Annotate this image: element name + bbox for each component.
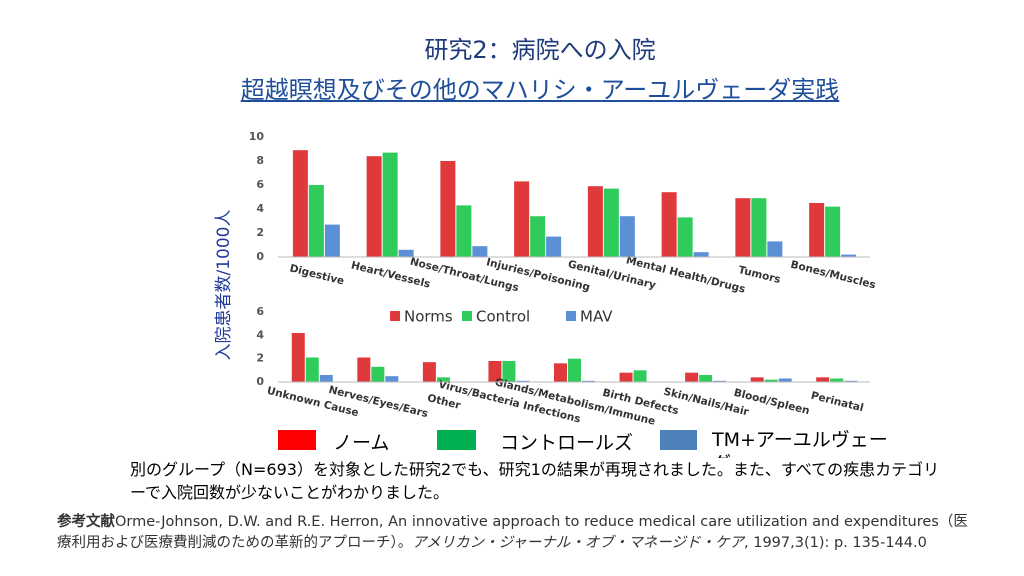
bar [713, 380, 727, 382]
y-tick-label: 4 [256, 202, 264, 215]
bar [357, 357, 371, 382]
y-axis-label: 入院患者数/1000人 [214, 210, 234, 361]
bar [582, 380, 595, 382]
bar [568, 358, 581, 382]
bar [472, 246, 488, 257]
bar [324, 224, 340, 257]
legend-label: Norms [404, 308, 453, 326]
y-tick-label: 2 [256, 226, 264, 239]
body-text: 別のグループ（N=693）を対象とした研究2でも、研究1の結果が再現されました。… [130, 460, 940, 502]
bar [693, 252, 709, 257]
legend-label: Control [476, 308, 530, 326]
y-tick-label: 10 [249, 130, 265, 143]
bar [751, 198, 767, 257]
y-tick-label: 0 [256, 375, 264, 388]
legend-swatch [437, 430, 476, 450]
y-tick-label: 6 [256, 305, 264, 318]
bar [436, 377, 450, 382]
x-tick-label: Perinatal [810, 390, 865, 415]
bar [305, 357, 319, 382]
bar [661, 192, 677, 257]
legend-text: コントロールズ [500, 432, 634, 454]
bar [830, 378, 844, 382]
bar [488, 361, 502, 382]
legend-swatch [390, 311, 400, 321]
reference-tail: , 1997,3(1): p. 135-144.0 [744, 535, 927, 551]
bar [685, 372, 699, 382]
x-tick-label: Digestive [288, 262, 345, 287]
bar [554, 363, 567, 382]
bar [514, 181, 530, 257]
y-tick-label: 0 [256, 250, 264, 263]
bar [319, 375, 333, 382]
legend-swatch [566, 311, 576, 321]
y-tick-label: 4 [256, 328, 264, 341]
bar [366, 156, 382, 257]
bar [516, 380, 530, 382]
bar [750, 377, 764, 382]
legend-text: ノーム [333, 432, 390, 454]
bar [291, 333, 305, 382]
legend-label: MAV [580, 308, 613, 326]
bar [809, 203, 825, 257]
bar [816, 377, 830, 382]
bar [530, 216, 546, 257]
bar [546, 236, 562, 257]
bar [385, 376, 399, 382]
bar [677, 217, 693, 257]
bar [841, 254, 857, 257]
bar [371, 366, 385, 382]
bar [825, 206, 841, 257]
bar [619, 216, 635, 257]
bar [292, 150, 308, 257]
bar [398, 249, 414, 257]
legend-swatch [462, 311, 472, 321]
bar [308, 185, 324, 257]
bar [844, 380, 858, 382]
bar [778, 378, 792, 382]
reference-text: Orme-Johnson, D.W. and R.E. Herron, An i… [57, 514, 968, 551]
bar [456, 205, 472, 257]
x-tick-label: Bones/Muscles [789, 259, 877, 292]
bar [440, 161, 456, 257]
reference-label: 参考文献 [57, 514, 115, 530]
reference: 参考文献Orme-Johnson, D.W. and R.E. Herron, … [57, 512, 972, 554]
bar [619, 372, 633, 382]
bar [764, 379, 778, 382]
legend-swatch [278, 430, 316, 450]
bar [735, 198, 751, 257]
bar [587, 186, 603, 257]
bar [603, 188, 619, 257]
title: 研究2：病院への入院 [424, 36, 656, 64]
bar [422, 362, 436, 382]
legend-text: TM+アーユルヴェーダ [712, 429, 888, 458]
legend-swatch [660, 430, 697, 450]
bar [699, 375, 713, 382]
bar [502, 361, 516, 382]
bar [767, 241, 783, 257]
bar [382, 152, 398, 257]
y-tick-label: 6 [256, 178, 264, 191]
y-tick-label: 2 [256, 352, 264, 365]
subtitle: 超越瞑想及びその他のマハリシ・アーユルヴェーダ実践 [240, 76, 840, 104]
y-tick-label: 8 [256, 154, 264, 167]
x-tick-label: Mental Health/Drugs [625, 254, 747, 295]
reference-journal: アメリカン・ジャーナル・オブ・マネージド・ケア [412, 535, 745, 551]
bar [633, 370, 647, 382]
